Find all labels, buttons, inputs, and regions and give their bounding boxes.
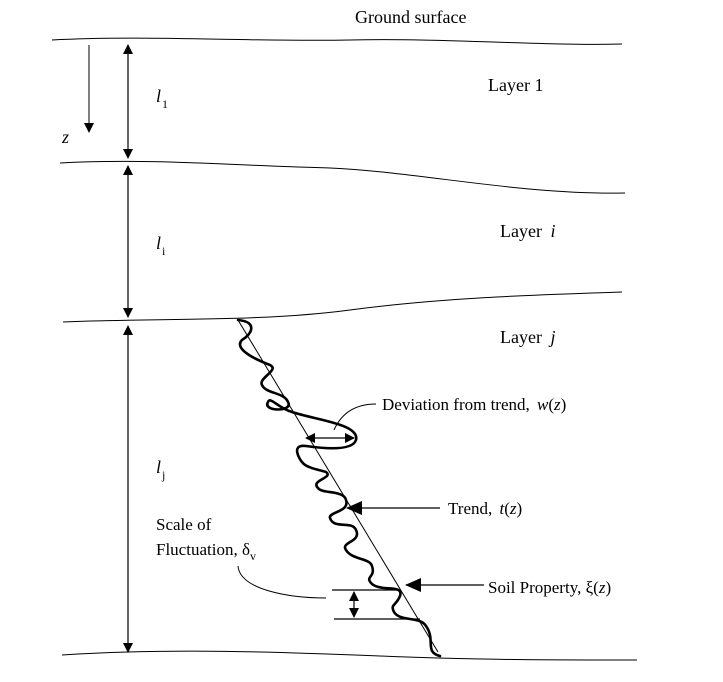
l1-sub: 1 xyxy=(162,97,168,111)
deviation-text: Deviation from trend, xyxy=(382,395,530,414)
soil-close-paren: ) xyxy=(605,578,611,597)
soil-arg: z xyxy=(598,578,606,597)
scale-leader xyxy=(237,565,327,599)
trend-text: Trend, xyxy=(448,499,492,518)
deviation-leader xyxy=(333,403,377,431)
scale-label-line2: Fluctuation, δv xyxy=(156,540,256,563)
soil-property-curve xyxy=(236,318,442,658)
deviation-func: w xyxy=(537,395,549,414)
layer-j-word: Layer xyxy=(500,327,542,347)
lj-label: lj xyxy=(156,457,165,482)
layer-i-label: Layer i xyxy=(500,221,555,241)
deviation-label: Deviation from trend, w(z) xyxy=(382,395,566,414)
scale-label-line1: Scale of xyxy=(156,515,212,534)
z-axis-label: z xyxy=(61,127,69,147)
l1-base: l xyxy=(156,86,161,106)
trend-arg: z xyxy=(509,499,517,518)
scale-line2-text: Fluctuation, δ xyxy=(156,540,250,559)
layer-j-var: j xyxy=(548,327,555,347)
layer-i-word: Layer xyxy=(500,221,542,241)
deviation-open-paren: ( xyxy=(548,395,554,414)
lj-base: l xyxy=(156,457,161,477)
layer-1-label: Layer 1 xyxy=(488,75,543,95)
trend-line xyxy=(237,319,439,653)
bottom-boundary-line xyxy=(61,650,638,661)
trend-open-paren: ( xyxy=(504,499,510,518)
boundary-line-2 xyxy=(62,291,623,323)
deviation-close-paren: ) xyxy=(561,395,567,414)
li-base: l xyxy=(156,233,161,253)
soil-property-label: Soil Property, ξ(z) xyxy=(488,578,611,597)
trend-label: Trend, t(z) xyxy=(448,499,522,518)
deviation-arg: z xyxy=(553,395,561,414)
layer-j-label: Layer j xyxy=(500,327,555,347)
layer-i-var: i xyxy=(550,221,555,241)
trend-close-paren: ) xyxy=(517,499,523,518)
ground-surface-label: Ground surface xyxy=(355,7,466,27)
li-sub: i xyxy=(162,244,166,258)
li-label: li xyxy=(156,233,166,258)
boundary-line-1 xyxy=(59,160,626,194)
lj-sub: j xyxy=(161,468,165,482)
trend-func: t xyxy=(500,499,506,518)
soil-text: Soil Property, ξ( xyxy=(488,578,599,597)
ground-surface-line xyxy=(51,37,623,45)
l1-label: l1 xyxy=(156,86,168,111)
scale-sub: v xyxy=(250,549,256,563)
